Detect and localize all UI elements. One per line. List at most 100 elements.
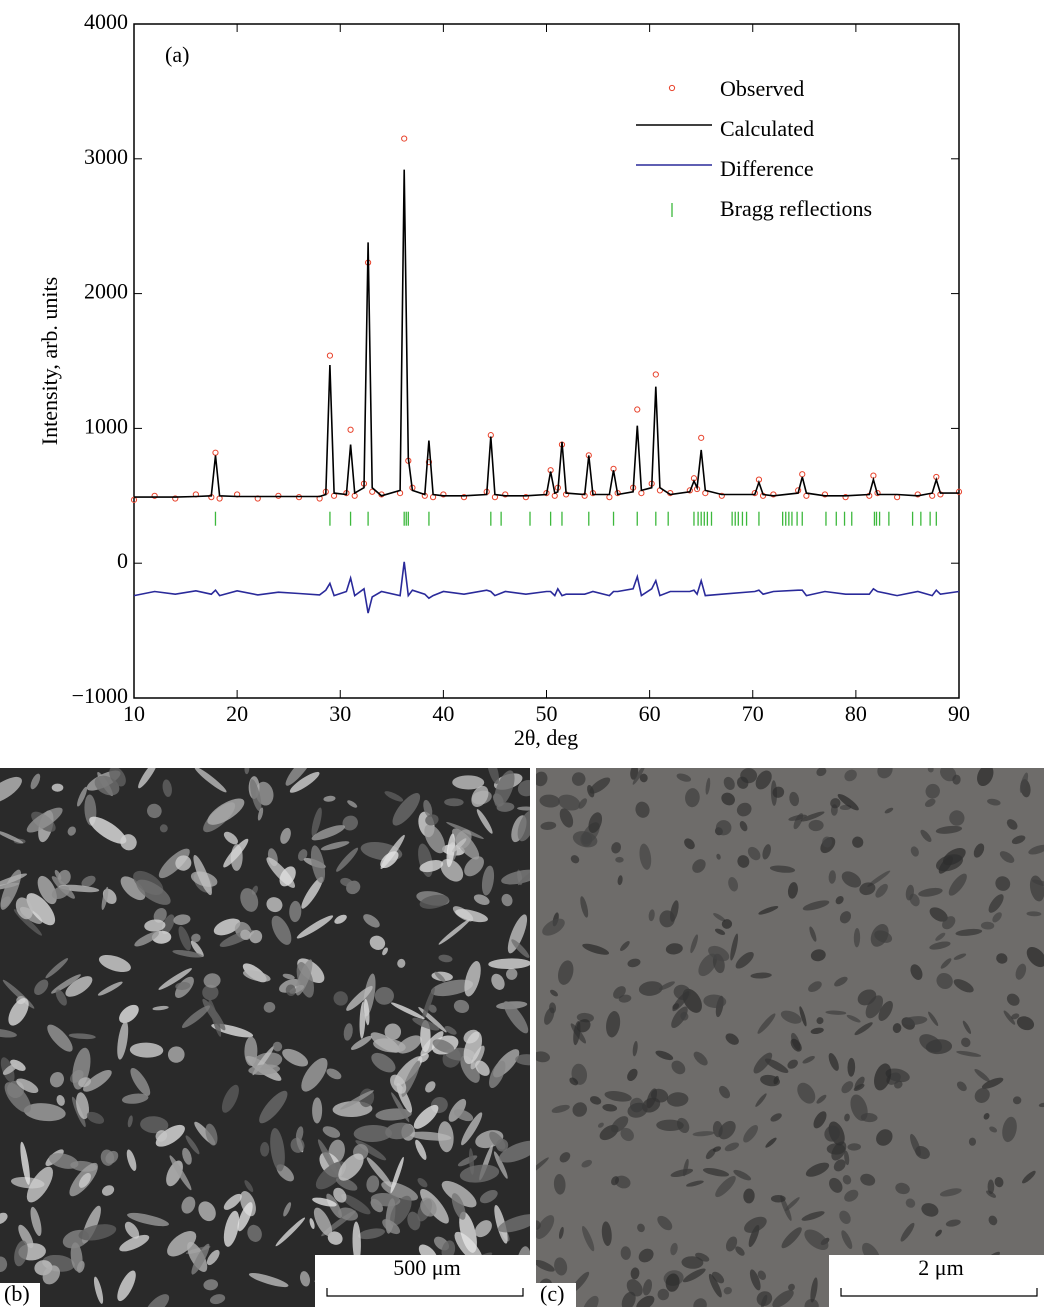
sem-pore <box>810 1277 818 1303</box>
sem-pore <box>787 1059 798 1069</box>
sem-particle <box>390 1002 425 1020</box>
sem-particle <box>489 1131 506 1150</box>
sem-pore <box>853 928 861 948</box>
sem-particle <box>289 771 320 793</box>
sem-particle <box>419 860 444 873</box>
sem-pore <box>828 1053 839 1071</box>
sem-particle <box>120 876 146 901</box>
sem-particle <box>240 888 259 912</box>
sem-pore <box>1019 772 1029 793</box>
sem-particle <box>497 1214 530 1233</box>
sem-pore <box>536 1215 555 1240</box>
sem-pore <box>657 1288 670 1301</box>
sem-pore <box>974 1068 990 1082</box>
sem-particle <box>464 961 481 997</box>
sem-pore <box>627 958 641 968</box>
sem-particle <box>101 886 109 910</box>
sem-pore <box>781 1227 802 1249</box>
sem-pore <box>711 1271 725 1284</box>
sem-pore <box>837 793 859 811</box>
sem-pore <box>790 1038 802 1052</box>
sem-pore <box>589 777 611 794</box>
sem-particle <box>412 1017 440 1031</box>
sem-particle <box>364 998 370 1026</box>
sem-particle <box>391 1092 410 1123</box>
sem-particle <box>315 1161 347 1190</box>
sem-particle <box>474 1220 492 1238</box>
sem-particle <box>70 1242 83 1272</box>
sem-pore <box>721 919 733 929</box>
sem-particle <box>0 1212 8 1225</box>
sem-particle <box>440 858 464 882</box>
sem-pore <box>550 989 558 997</box>
sem-pore <box>983 1113 990 1120</box>
sem-particle <box>517 810 530 842</box>
observed-point <box>955 488 963 495</box>
sem-pore <box>927 768 934 773</box>
sem-particle <box>461 1112 483 1146</box>
sem-pore <box>712 1146 722 1152</box>
sem-particle <box>26 1166 54 1203</box>
sem-pore <box>733 1169 752 1181</box>
sem-particle <box>56 1094 65 1106</box>
sem-pore <box>639 843 652 870</box>
sem-particle <box>140 1116 169 1134</box>
observed-point <box>606 494 613 501</box>
sem-pore <box>762 844 771 860</box>
sem-pore <box>693 1051 708 1066</box>
sem-pore <box>642 1279 653 1296</box>
sem-particle <box>145 1294 170 1307</box>
sem-pore <box>540 821 557 830</box>
sem-particle <box>397 958 406 968</box>
sem-particle <box>289 900 302 923</box>
sem-pore <box>841 1081 854 1094</box>
sem-pore <box>743 1124 759 1143</box>
observed-point <box>686 487 693 494</box>
sem-particle <box>369 935 386 950</box>
sem-pore <box>655 1050 674 1061</box>
sem-pore <box>988 1215 998 1226</box>
sem-particle <box>0 873 28 888</box>
sem-pore <box>1003 1010 1016 1025</box>
sem-pore <box>770 1113 782 1122</box>
sem-pore <box>787 882 798 899</box>
sem-particle <box>341 1194 371 1215</box>
sem-pore <box>772 786 785 798</box>
sem-particle <box>20 1141 30 1185</box>
sem-pore <box>1002 1116 1017 1143</box>
sem-pore <box>559 808 574 828</box>
sem-pore <box>725 1033 739 1045</box>
sem-pore <box>921 1203 939 1217</box>
sem-pore <box>597 1122 604 1128</box>
sem-pore <box>900 1222 915 1242</box>
sem-particle <box>78 1224 117 1241</box>
sem-pore <box>995 876 1011 891</box>
sem-pore <box>589 1096 602 1105</box>
sem-particle <box>417 1177 428 1188</box>
sem-particle <box>275 1217 306 1247</box>
sem-particle <box>272 1041 283 1052</box>
sem-pore <box>801 1211 825 1221</box>
sem-particle <box>438 954 453 963</box>
sem-pore <box>536 1157 549 1176</box>
observed-point <box>718 492 725 499</box>
sem-particle <box>30 773 41 790</box>
sem-particle <box>297 849 308 861</box>
sem-pore <box>580 896 589 918</box>
sem-pore <box>940 958 952 969</box>
sem-pore <box>723 776 735 790</box>
sem-particle <box>2 1063 18 1075</box>
sem-pore <box>833 1159 846 1172</box>
sem-pore <box>539 794 560 808</box>
sem-pore <box>865 995 884 1019</box>
sem-particle <box>181 1196 196 1214</box>
sem-pore <box>728 877 739 892</box>
panel-label: (b) <box>4 1281 30 1306</box>
sem-pore <box>682 1268 706 1283</box>
sem-pore <box>831 1141 847 1161</box>
y-tick-label: 3000 <box>84 144 128 169</box>
sem-particle <box>385 1122 414 1140</box>
sem-particle <box>371 1052 396 1073</box>
sem-pore <box>681 1256 704 1269</box>
sem-pore <box>874 1063 892 1091</box>
